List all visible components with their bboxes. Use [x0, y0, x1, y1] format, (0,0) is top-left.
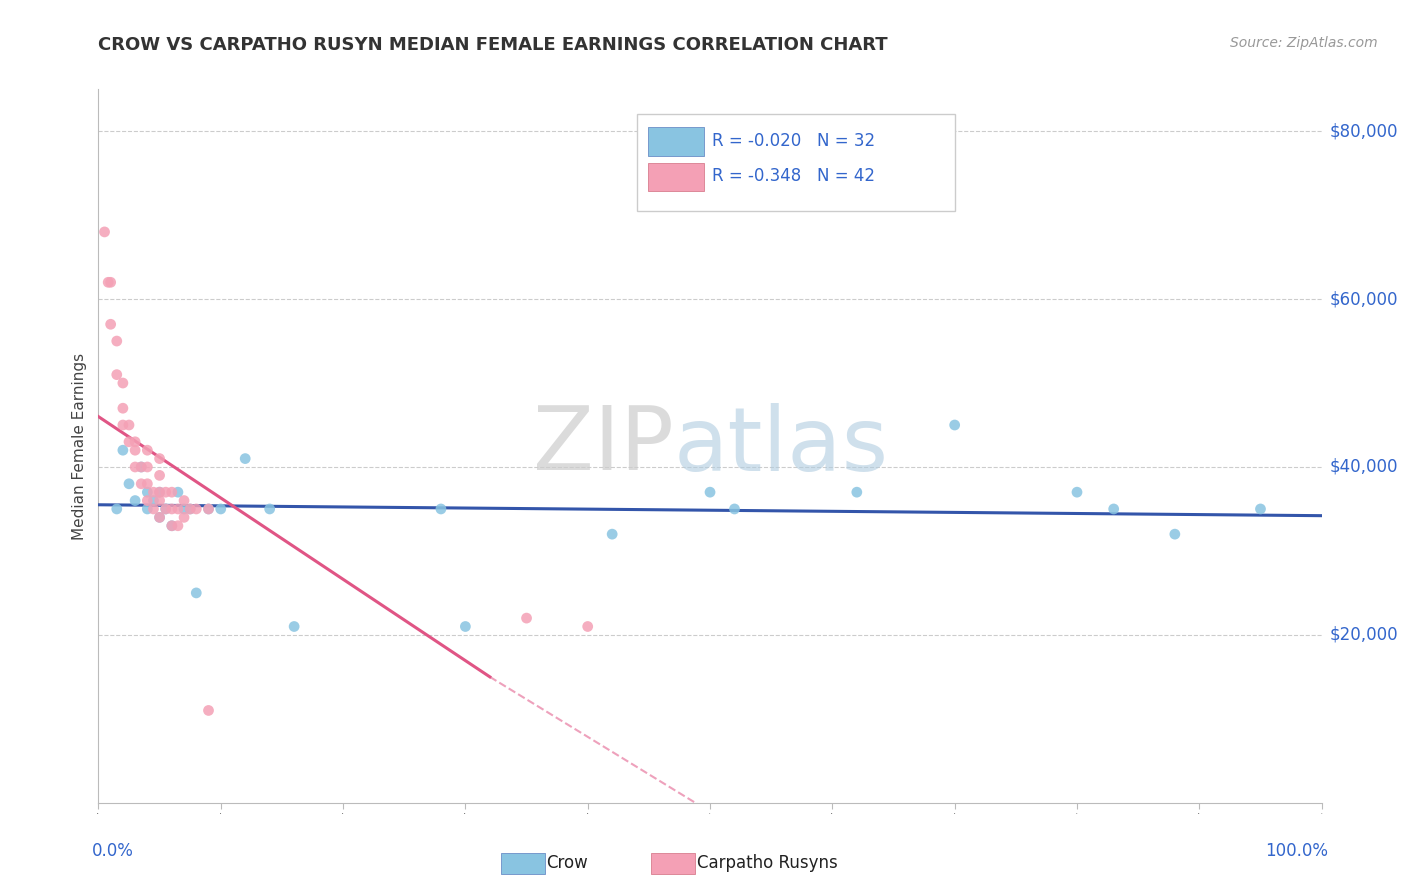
Point	[100, 318, 122, 332]
Point	[97, 275, 120, 289]
Point	[149, 468, 172, 483]
Point	[100, 275, 122, 289]
Point	[111, 417, 134, 432]
Point	[136, 485, 159, 500]
Point	[197, 502, 219, 516]
Point	[149, 485, 172, 500]
Point	[454, 619, 477, 633]
Point	[129, 476, 152, 491]
Point	[142, 502, 165, 516]
Point	[600, 527, 623, 541]
Point	[155, 502, 177, 516]
Point	[136, 476, 159, 491]
Point	[136, 502, 159, 516]
Point	[173, 493, 195, 508]
Point	[136, 460, 159, 475]
Point	[186, 586, 208, 600]
FancyBboxPatch shape	[648, 127, 704, 155]
Text: $60,000: $60,000	[1330, 290, 1399, 308]
Point	[515, 611, 537, 625]
Point	[259, 502, 281, 516]
Point	[124, 443, 146, 458]
Text: atlas: atlas	[673, 402, 889, 490]
Point	[129, 460, 152, 475]
Point	[167, 518, 190, 533]
Point	[160, 502, 183, 516]
Point	[197, 703, 219, 717]
Point	[124, 434, 146, 449]
Point	[129, 460, 152, 475]
Text: R = -0.020   N = 32: R = -0.020 N = 32	[713, 132, 876, 150]
Point	[167, 485, 190, 500]
Point	[155, 502, 177, 516]
Point	[149, 493, 172, 508]
FancyBboxPatch shape	[637, 114, 955, 211]
Text: Crow: Crow	[546, 855, 588, 872]
Point	[576, 619, 599, 633]
Point	[111, 376, 134, 390]
Point	[723, 502, 745, 516]
Y-axis label: Median Female Earnings: Median Female Earnings	[72, 352, 87, 540]
Point	[173, 510, 195, 524]
Text: $40,000: $40,000	[1330, 458, 1399, 476]
Point	[124, 493, 146, 508]
Point	[142, 493, 165, 508]
Text: Source: ZipAtlas.com: Source: ZipAtlas.com	[1230, 36, 1378, 50]
Point	[118, 417, 141, 432]
Point	[1102, 502, 1125, 516]
Point	[149, 510, 172, 524]
FancyBboxPatch shape	[648, 162, 704, 191]
Text: ZIP: ZIP	[533, 402, 673, 490]
Text: CROW VS CARPATHO RUSYN MEDIAN FEMALE EARNINGS CORRELATION CHART: CROW VS CARPATHO RUSYN MEDIAN FEMALE EAR…	[98, 36, 889, 54]
Point	[167, 502, 190, 516]
FancyBboxPatch shape	[651, 853, 696, 874]
Point	[430, 502, 453, 516]
Point	[1164, 527, 1187, 541]
Point	[283, 619, 305, 633]
Point	[118, 476, 141, 491]
Point	[118, 434, 141, 449]
Point	[173, 502, 195, 516]
Text: $80,000: $80,000	[1330, 122, 1399, 140]
Point	[845, 485, 868, 500]
Point	[136, 443, 159, 458]
Point	[699, 485, 721, 500]
Point	[105, 502, 128, 516]
Text: $20,000: $20,000	[1330, 626, 1399, 644]
Point	[111, 443, 134, 458]
Point	[105, 334, 128, 348]
Point	[160, 518, 183, 533]
Point	[155, 485, 177, 500]
Point	[186, 502, 208, 516]
Point	[179, 502, 201, 516]
Point	[1066, 485, 1088, 500]
Point	[124, 460, 146, 475]
Text: 0.0%: 0.0%	[93, 842, 134, 860]
Point	[1249, 502, 1271, 516]
Point	[105, 368, 128, 382]
Text: R = -0.348   N = 42: R = -0.348 N = 42	[713, 168, 876, 186]
FancyBboxPatch shape	[501, 853, 546, 874]
Point	[149, 485, 172, 500]
Point	[142, 485, 165, 500]
Point	[179, 502, 201, 516]
Point	[149, 510, 172, 524]
Text: Carpatho Rusyns: Carpatho Rusyns	[696, 855, 838, 872]
Point	[149, 451, 172, 466]
Point	[160, 518, 183, 533]
Point	[93, 225, 115, 239]
Text: 100.0%: 100.0%	[1265, 842, 1327, 860]
Point	[160, 485, 183, 500]
Point	[111, 401, 134, 416]
Point	[209, 502, 232, 516]
Point	[233, 451, 256, 466]
Point	[943, 417, 966, 432]
Point	[197, 502, 219, 516]
Point	[136, 493, 159, 508]
